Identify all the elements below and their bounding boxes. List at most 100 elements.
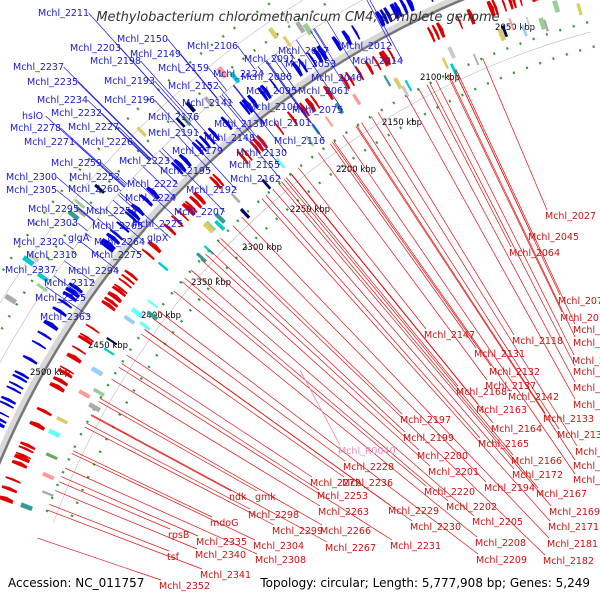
forward-gene-label: Mchl_2014: [352, 56, 403, 67]
scale-tick-label: 2300 kbp: [242, 243, 282, 253]
reverse-gene-label: Mchl_2088: [573, 338, 600, 349]
reverse-gene-label: Mchl_2172: [512, 470, 563, 481]
reverse-gene: [532, 0, 536, 3]
forward-leader-line: [53, 275, 86, 299]
forward-leader-line: [64, 260, 95, 284]
reverse-gene-label: Mchl_2164: [491, 424, 542, 435]
forward-leader-line: [232, 85, 287, 154]
topology-text: Topology: circular; Length: 5,777,908 bp…: [260, 576, 590, 590]
reverse-leader-line: [121, 363, 320, 491]
forward-gene: [259, 84, 272, 100]
reverse-gene: [241, 147, 253, 161]
forward-leader-line: [197, 115, 199, 118]
reverse-gene: [256, 134, 269, 149]
reverse-leader-line: [91, 414, 328, 543]
annotation-block: [88, 402, 101, 413]
annotation-block: [75, 206, 88, 218]
reverse-gene-label: Mchl_2171: [548, 522, 599, 533]
annotation-block: [202, 221, 215, 234]
reverse-gene: [435, 22, 446, 38]
forward-gene-label: Mchl_2176: [148, 112, 199, 123]
reverse-gene-label: Mchl_2199: [403, 433, 454, 444]
scale-tick-label: 2200 kbp: [336, 165, 376, 175]
annotation-block: [106, 337, 118, 346]
reverse-leader-line: [232, 225, 487, 483]
forward-gene: [31, 339, 47, 350]
reverse-gene: [49, 382, 65, 393]
reverse-gene-label: Mchl_2208: [475, 538, 526, 549]
forward-gene: [316, 45, 328, 61]
reverse-gene: [14, 453, 31, 464]
forward-leader-line: [180, 129, 237, 191]
reverse-leader-line: [55, 490, 198, 550]
reverse-gene-label: Mchl_2167: [536, 489, 587, 500]
label-leader-lines: [37, 0, 578, 581]
forward-leader-line: [219, 95, 255, 139]
forward-gene: [52, 306, 67, 318]
reverse-leader-line: [100, 398, 323, 526]
reverse-gene: [163, 223, 177, 236]
forward-gene-label: glgA: [68, 233, 90, 244]
reverse-gene: [466, 8, 476, 25]
reverse-gene: [431, 24, 441, 40]
annotation-block: [27, 252, 40, 263]
forward-gene: [239, 101, 251, 115]
forward-gene-label: Mchl_2075: [292, 105, 343, 116]
forward-leader-line: [60, 127, 126, 187]
forward-leader-line: [285, 46, 295, 60]
reverse-leader-line: [98, 401, 258, 492]
forward-leader-line: [87, 99, 150, 162]
reverse-gene-label: Mchl_2064: [509, 248, 560, 259]
annotation-block: [538, 17, 547, 30]
forward-gene: [22, 354, 38, 365]
annotation-block: [20, 502, 33, 511]
forward-gene-label: Mchl_2095: [246, 86, 297, 97]
forward-gene: [269, 78, 280, 93]
reverse-leader-line: [426, 84, 512, 248]
forward-gene-label: Mchl_2325: [35, 293, 86, 304]
reverse-gene-label: Mchl_2113: [573, 383, 600, 394]
reverse-gene: [107, 291, 123, 304]
annotation-block: [47, 428, 61, 438]
forward-leader-line: [143, 166, 176, 199]
forward-gene: [220, 116, 233, 131]
reverse-leader-line: [281, 181, 539, 489]
forward-gene: [203, 131, 216, 145]
forward-gene-label: Mchl_2211: [38, 8, 89, 19]
reverse-gene-label: Mchl_2220: [424, 487, 475, 498]
forward-gene-label: Mchl_2192: [186, 185, 237, 196]
annotation-block: [92, 387, 105, 397]
annotation-block: [130, 307, 144, 319]
forward-gene-label: Mchl_2265: [92, 221, 143, 232]
annotation-block: [282, 35, 292, 48]
reverse-gene: [121, 273, 135, 286]
forward-gene-label: Mchl_2196: [104, 95, 155, 106]
forward-gene: [99, 240, 114, 253]
backbone-shadow: [0, 0, 464, 464]
forward-leader-line: [151, 158, 178, 185]
reverse-gene-label: Mchl_2197: [400, 415, 451, 426]
annotation-block: [94, 183, 106, 194]
forward-leader-line: [55, 269, 58, 272]
reverse-gene-label: Mchl_2298: [248, 510, 299, 521]
reverse-leader-line: [361, 122, 560, 430]
thin-ring-1: [0, 0, 364, 364]
guide-ring-2: [42, 20, 589, 520]
reverse-leader-line: [284, 178, 514, 456]
reverse-gene: [124, 269, 139, 282]
forward-leader-line: [214, 100, 281, 180]
reverse-gene: [176, 209, 190, 222]
annotation-block: [281, 12, 290, 25]
annotation-block: [239, 207, 251, 219]
scale-tick-label: 2050 kbp: [495, 23, 535, 33]
forward-leader-line: [77, 81, 154, 158]
reverse-gene: [20, 441, 36, 451]
forward-gene-label: Mchl_2162: [230, 174, 281, 185]
annotation-block: [383, 75, 392, 87]
reverse-gene: [486, 0, 496, 17]
forward-leader-line: [369, 0, 403, 62]
forward-gene-label: Mchl_2225: [132, 219, 183, 230]
annotation-block: [404, 79, 413, 92]
forward-gene: [431, 0, 434, 2]
annotation-block: [441, 57, 450, 70]
